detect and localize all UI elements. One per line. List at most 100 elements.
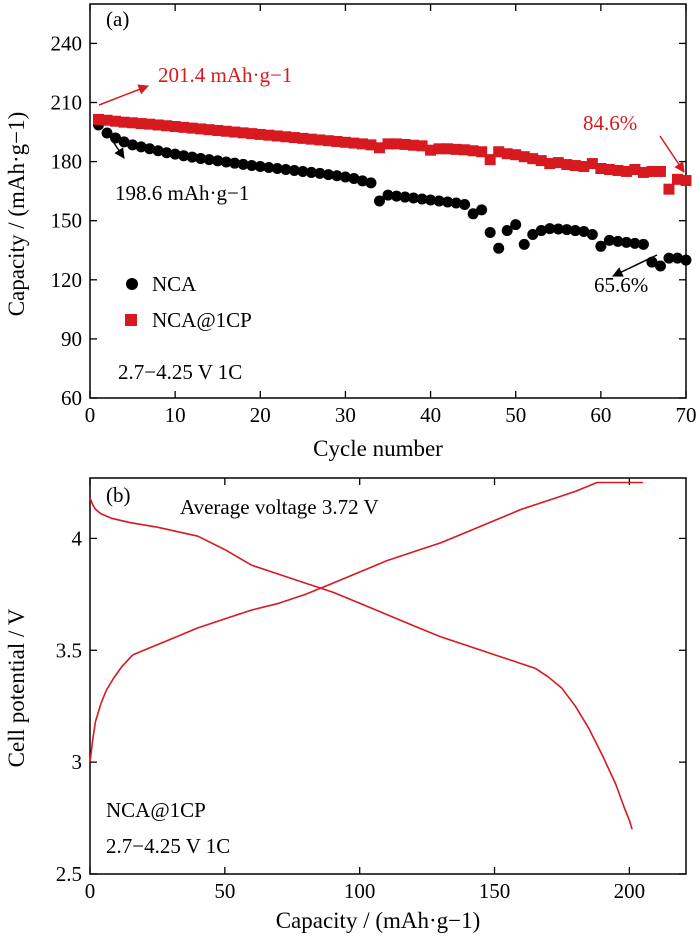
nca-point (382, 189, 394, 201)
panel-b-average-voltage: Average voltage 3.72 V (180, 495, 379, 519)
nca-point (433, 195, 445, 207)
panel-a-y-tick-label: 240 (51, 31, 83, 55)
legend-nca-label: NCA (152, 272, 197, 296)
nca-point (493, 242, 505, 254)
nca-point (314, 167, 326, 179)
panel-a-y-tick-label: 150 (51, 209, 83, 233)
ncacp-point (305, 133, 317, 145)
panel-a-x-tick-label: 50 (505, 403, 526, 427)
nca-point (288, 164, 300, 176)
nca-point (425, 194, 437, 206)
panel-a-frame (89, 3, 687, 399)
nca-point (637, 238, 649, 250)
nca-point (586, 228, 598, 240)
ncacp-point (271, 130, 283, 142)
panel-a-legend: NCA NCA@1CP (125, 272, 252, 332)
nca-point (399, 191, 411, 203)
annotation-retention-ncacp: 84.6% (583, 111, 637, 135)
nca-point (544, 223, 556, 235)
nca-point (629, 237, 641, 249)
nca-point (280, 163, 292, 175)
ncacp-point (314, 134, 326, 146)
nca-point (527, 228, 539, 240)
panel-b-y-tick-label: 4 (72, 526, 83, 550)
panel-a-y-tick-label: 180 (51, 150, 83, 174)
ncacp-point (93, 113, 105, 125)
panel-a-x-axis-title: Cycle number (313, 436, 443, 461)
nca-point (186, 151, 198, 163)
annotation-arrow-initial-nca (109, 136, 125, 159)
ncacp-point (442, 143, 454, 155)
ncacp-point (425, 144, 437, 156)
ncacp-point (680, 175, 692, 187)
ncacp-point (552, 157, 564, 169)
nca-point (305, 166, 317, 178)
panel-b-x-tick-label: 50 (214, 879, 235, 903)
ncacp-point (229, 126, 241, 138)
nca-point (271, 162, 283, 174)
ncacp-point (603, 163, 615, 175)
panel-a-x-tick-label: 60 (590, 403, 611, 427)
ncacp-point (527, 153, 539, 165)
ncacp-point (356, 138, 368, 150)
annotation-arrow-initial-ncacp (98, 84, 149, 106)
panel-b-x-axis-title: Capacity / (mAh·g−1) (276, 908, 481, 933)
ncacp-point (382, 138, 394, 150)
legend-ncacp-label: NCA@1CP (152, 308, 252, 332)
ncacp-point (450, 143, 462, 155)
panel-a-label: (a) (106, 7, 129, 31)
nca-point (135, 141, 147, 153)
panel-b-x-tick-label: 100 (344, 879, 376, 903)
nca-point (178, 150, 190, 162)
nca-point (484, 227, 496, 239)
nca-point (450, 197, 462, 209)
panel-b-ticks: 0 50 100 150 200 2.5 3 3.5 4 (56, 478, 686, 903)
nca-point (118, 136, 130, 148)
ncacp-point (408, 139, 420, 151)
panel-a-y-axis-title: Capacity / (mAh·g−1) (4, 112, 29, 317)
ncacp-point (544, 158, 556, 170)
panel-a-capacity-retention: 0 10 20 30 40 50 60 70 60 90 120 150 180 210 240 (a) C… (4, 3, 697, 461)
panel-a-x-tick-label: 0 (85, 403, 96, 427)
panel-b-curves (89, 481, 643, 830)
legend-nca-marker (126, 278, 138, 290)
panel-b-y-tick-label: 3.5 (56, 638, 82, 662)
panel-a-condition-label: 2.7−4.25 V 1C (118, 360, 242, 384)
ncacp-point (629, 163, 641, 175)
annotation-retention-nca: 65.6% (594, 273, 648, 297)
nca-point (595, 240, 607, 252)
ncacp-point (331, 136, 343, 148)
ncacp-point (663, 183, 675, 195)
nca-point (365, 177, 377, 189)
ncacp-point (612, 164, 624, 176)
nca-point (552, 223, 564, 235)
panel-b-label: (b) (106, 483, 131, 507)
panel-b-frame (89, 477, 687, 875)
nca-point (501, 225, 513, 237)
ncacp-point (654, 165, 666, 177)
ncacp-point (510, 149, 522, 161)
nca-point (254, 161, 266, 173)
nca-point (220, 156, 232, 168)
panel-b-y-axis-title: Cell potential / V (4, 608, 29, 767)
ncacp-point (535, 155, 547, 167)
panel-b-condition-label: 2.7−4.25 V 1C (106, 834, 230, 858)
ncacp-point (569, 160, 581, 172)
ncacp-point (118, 116, 130, 128)
nca-point (195, 152, 207, 164)
ncacp-point (237, 127, 249, 139)
panel-a-y-tick-label: 120 (51, 268, 83, 292)
ncacp-point (561, 159, 573, 171)
ncacp-point (467, 145, 479, 157)
nca-point (467, 208, 479, 220)
panel-a-ticks: 0 10 20 30 40 50 60 70 60 90 120 150 180 210 240 (51, 4, 697, 427)
ncacp-point (186, 122, 198, 134)
panel-b-x-tick-label: 0 (85, 879, 96, 903)
ncacp-point (637, 166, 649, 178)
ncacp-point (212, 124, 224, 136)
nca-point (518, 238, 530, 250)
nca-point (229, 157, 241, 169)
ncacp-point (246, 128, 258, 140)
nca-point (127, 139, 139, 151)
nca-point (671, 252, 683, 264)
